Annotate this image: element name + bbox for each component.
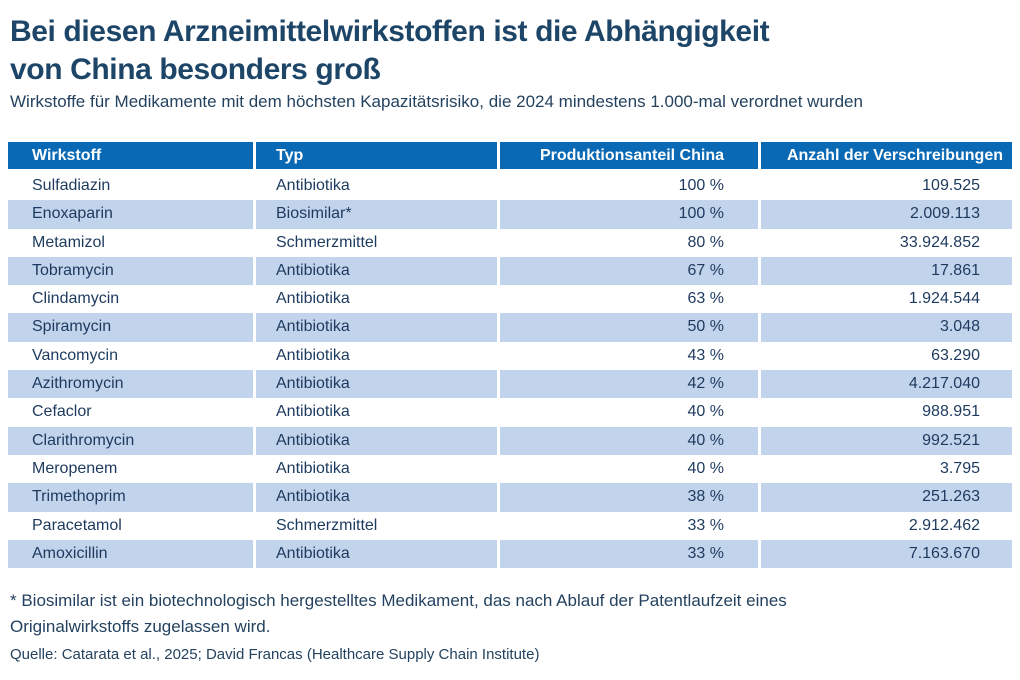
table-row: Clarithromycin Antibiotika 40 % 992.521 [8,426,1012,455]
table-row: Amoxicillin Antibiotika 33 % 7.163.670 [8,539,1012,569]
table-row: Paracetamol Schmerzmittel 33 % 2.912.462 [8,511,1012,540]
page-title-line-1: Bei diesen Arzneimittelwirkstoffen ist d… [10,15,770,48]
cell-typ: Antibiotika [253,483,497,512]
cell-produktionsanteil: 42 % [497,370,758,399]
cell-verschreibungen: 3.795 [758,454,1012,484]
cell-wirkstoff: Vancomycin [8,341,253,371]
cell-produktionsanteil: 100 % [497,200,758,229]
cell-typ: Biosimilar* [253,200,497,229]
cell-wirkstoff: Paracetamol [8,511,253,540]
cell-produktionsanteil: 40 % [497,454,758,484]
cell-produktionsanteil: 33 % [497,539,758,569]
cell-typ: Antibiotika [253,341,497,371]
cell-wirkstoff: Trimethoprim [8,483,253,512]
table-header-row: Wirkstoff Typ Produktionsanteil China An… [8,142,1012,169]
cell-produktionsanteil: 33 % [497,511,758,540]
table-row: Trimethoprim Antibiotika 38 % 251.263 [8,483,1012,512]
cell-typ: Schmerzmittel [253,228,497,257]
cell-verschreibungen: 2.009.113 [758,200,1012,229]
cell-typ: Antibiotika [253,454,497,484]
footnote-line-1: * Biosimilar ist ein biotechnologisch he… [10,591,787,610]
cell-typ: Antibiotika [253,539,497,569]
footnote-line-2: Originalwirkstoffs zugelassen wird. [10,617,271,636]
cell-verschreibungen: 1.924.544 [758,285,1012,314]
cell-verschreibungen: 7.163.670 [758,539,1012,569]
cell-wirkstoff: Azithromycin [8,370,253,399]
table-row: Azithromycin Antibiotika 42 % 4.217.040 [8,370,1012,399]
table-row: Cefaclor Antibiotika 40 % 988.951 [8,398,1012,427]
page-title-line-2: von China besonders groß [10,53,381,86]
cell-produktionsanteil: 100 % [497,172,758,201]
cell-produktionsanteil: 50 % [497,313,758,342]
cell-wirkstoff: Amoxicillin [8,539,253,569]
table-body: Sulfadiazin Antibiotika 100 % 109.525 Enoxap… [8,172,1012,569]
page-title: Bei diesen Arzneimittelwirkstoffen ist d… [10,13,770,89]
cell-produktionsanteil: 40 % [497,398,758,427]
cell-wirkstoff: Spiramycin [8,313,253,342]
cell-produktionsanteil: 43 % [497,341,758,371]
cell-wirkstoff: Enoxaparin [8,200,253,229]
cell-wirkstoff: Meropenem [8,454,253,484]
cell-produktionsanteil: 38 % [497,483,758,512]
footnote: * Biosimilar ist ein biotechnologisch he… [10,588,787,640]
cell-verschreibungen: 63.290 [758,341,1012,371]
cell-verschreibungen: 3.048 [758,313,1012,342]
header-cell-produktionsanteil: Produktionsanteil China [497,142,758,169]
cell-typ: Antibiotika [253,313,497,342]
cell-typ: Antibiotika [253,172,497,201]
cell-verschreibungen: 33.924.852 [758,228,1012,257]
table-row: Vancomycin Antibiotika 43 % 63.290 [8,341,1012,371]
subtitle: Wirkstoffe für Medikamente mit dem höchs… [10,92,863,111]
table-row: Clindamycin Antibiotika 63 % 1.924.544 [8,285,1012,314]
data-table: Wirkstoff Typ Produktionsanteil China An… [8,142,1012,569]
cell-verschreibungen: 109.525 [758,172,1012,201]
cell-wirkstoff: Clindamycin [8,285,253,314]
cell-verschreibungen: 988.951 [758,398,1012,427]
cell-verschreibungen: 4.217.040 [758,370,1012,399]
cell-wirkstoff: Tobramycin [8,256,253,286]
table-row: Spiramycin Antibiotika 50 % 3.048 [8,313,1012,342]
table-row: Meropenem Antibiotika 40 % 3.795 [8,454,1012,484]
cell-verschreibungen: 17.861 [758,256,1012,286]
cell-wirkstoff: Cefaclor [8,398,253,427]
table-row: Enoxaparin Biosimilar* 100 % 2.009.113 [8,200,1012,229]
cell-produktionsanteil: 40 % [497,426,758,455]
table-row: Metamizol Schmerzmittel 80 % 33.924.852 [8,228,1012,257]
cell-verschreibungen: 251.263 [758,483,1012,512]
source-line: Quelle: Catarata et al., 2025; David Fra… [10,646,540,663]
header-cell-wirkstoff: Wirkstoff [8,142,253,169]
header-cell-typ: Typ [253,142,497,169]
cell-typ: Antibiotika [253,256,497,286]
cell-typ: Antibiotika [253,426,497,455]
header-cell-verschreibungen: Anzahl der Verschreibungen [758,142,1012,169]
table-row: Sulfadiazin Antibiotika 100 % 109.525 [8,172,1012,201]
cell-typ: Antibiotika [253,370,497,399]
cell-produktionsanteil: 80 % [497,228,758,257]
cell-verschreibungen: 2.912.462 [758,511,1012,540]
cell-typ: Antibiotika [253,398,497,427]
cell-produktionsanteil: 67 % [497,256,758,286]
cell-verschreibungen: 992.521 [758,426,1012,455]
table-row: Tobramycin Antibiotika 67 % 17.861 [8,256,1012,286]
cell-typ: Antibiotika [253,285,497,314]
cell-produktionsanteil: 63 % [497,285,758,314]
cell-wirkstoff: Sulfadiazin [8,172,253,201]
cell-wirkstoff: Clarithromycin [8,426,253,455]
cell-typ: Schmerzmittel [253,511,497,540]
cell-wirkstoff: Metamizol [8,228,253,257]
